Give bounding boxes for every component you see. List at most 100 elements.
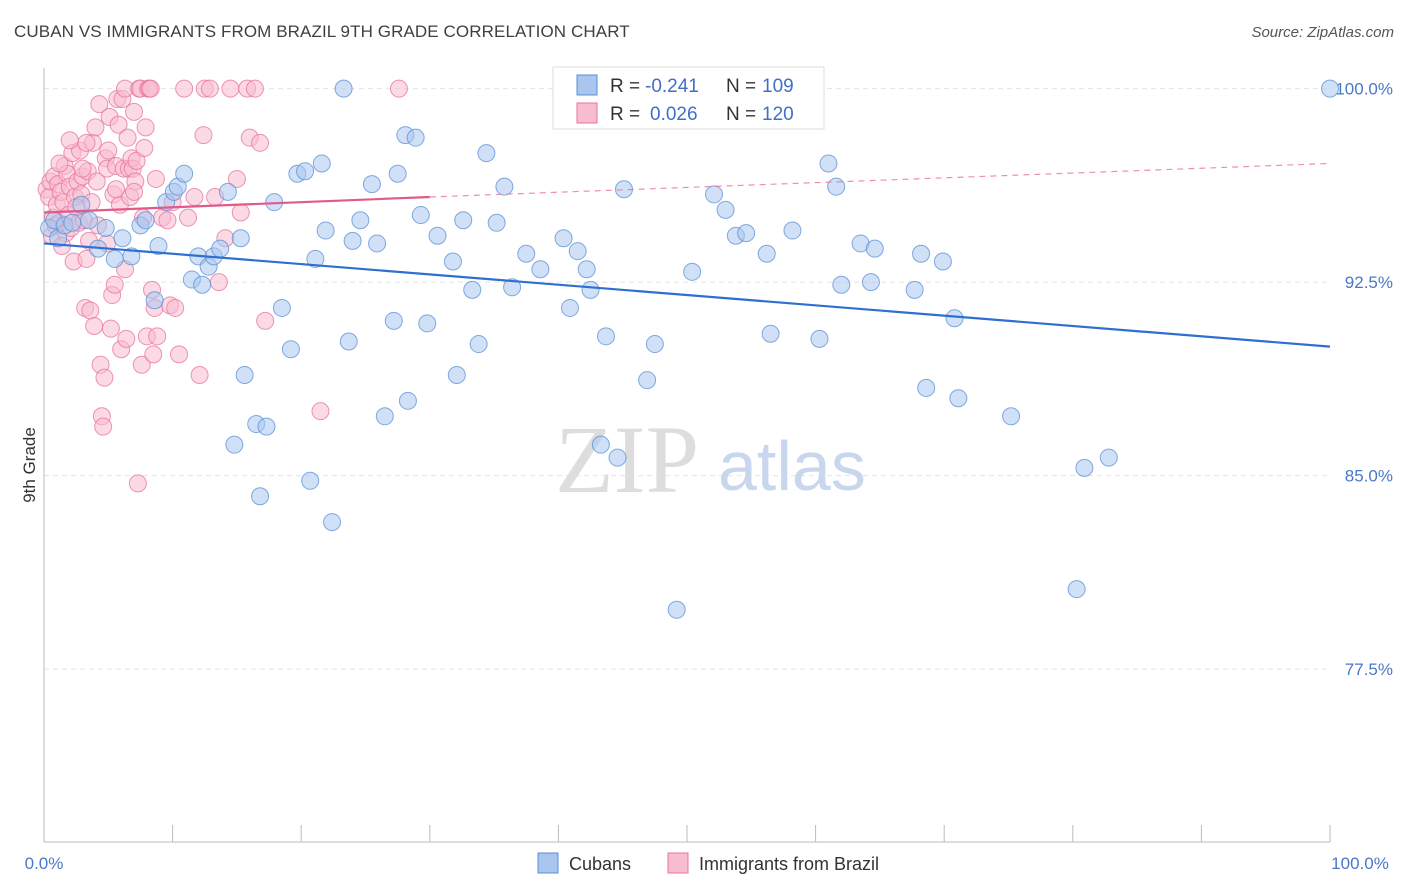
- brazil-point: [128, 474, 147, 493]
- brazil-point: [109, 115, 128, 134]
- brazil-point: [132, 355, 151, 374]
- cuban-point: [705, 185, 724, 204]
- trend-line-cubans: [43, 242, 1331, 348]
- brazil-point: [90, 95, 109, 114]
- cuban-point: [577, 260, 596, 279]
- cuban-point: [145, 291, 164, 310]
- trend-line-brazil: [43, 195, 430, 214]
- cuban-point: [757, 244, 776, 263]
- brazil-point: [77, 133, 96, 152]
- cuban-point: [596, 327, 615, 346]
- bottom-legend-swatch-brazil: [667, 852, 689, 874]
- cuban-point: [827, 177, 846, 196]
- cuban-point: [312, 154, 331, 173]
- cuban-point: [323, 513, 342, 532]
- y-axis-tick-labels: 77.5% 85.0% 92.5% 100.0%: [1335, 80, 1393, 680]
- series-cubans: [40, 79, 1339, 619]
- legend-r-label-1: R =: [610, 76, 640, 97]
- cuban-point: [388, 164, 407, 183]
- cuban-point: [737, 224, 756, 243]
- cuban-point: [447, 366, 466, 385]
- cuban-point: [945, 309, 964, 328]
- y-tick-label: 85.0%: [1345, 467, 1393, 486]
- brazil-point: [158, 211, 177, 230]
- cuban-point: [683, 262, 702, 281]
- cuban-point: [477, 144, 496, 163]
- cuban-point: [645, 335, 664, 354]
- cuban-point: [861, 273, 880, 292]
- brazil-point: [87, 172, 106, 191]
- cuban-point: [531, 260, 550, 279]
- legend-n-label-2: N =: [726, 104, 756, 125]
- brazil-point: [245, 79, 264, 98]
- legend-swatch-cubans: [576, 74, 598, 96]
- brazil-point: [107, 180, 126, 199]
- cuban-point: [306, 249, 325, 268]
- brazil-point: [148, 327, 167, 346]
- brazil-point: [227, 169, 246, 188]
- cuban-point: [272, 298, 291, 317]
- cuban-point: [149, 237, 168, 256]
- y-tick-label: 92.5%: [1345, 273, 1393, 292]
- legend-r-value-1: -0.241: [645, 76, 699, 97]
- cuban-point: [912, 244, 931, 263]
- cuban-point: [193, 275, 212, 294]
- cuban-point: [316, 221, 335, 240]
- cuban-point: [334, 79, 353, 98]
- watermark-atlas: atlas: [718, 427, 866, 505]
- cuban-point: [568, 242, 587, 261]
- brazil-point: [194, 126, 213, 145]
- cuban-point: [362, 175, 381, 194]
- cuban-point: [917, 378, 936, 397]
- x-tick-label-min: 0.0%: [25, 854, 64, 873]
- bottom-legend-label-brazil: Immigrants from Brazil: [699, 854, 879, 874]
- cuban-point: [761, 324, 780, 343]
- cuban-point: [905, 280, 924, 299]
- cuban-point: [608, 448, 627, 467]
- brazil-point: [86, 118, 105, 137]
- cuban-point: [211, 239, 230, 258]
- bottom-legend-swatch-cubans: [537, 852, 559, 874]
- cuban-point: [72, 195, 91, 214]
- brazil-point: [175, 79, 194, 98]
- cuban-point: [463, 280, 482, 299]
- brazil-point: [185, 188, 204, 206]
- cuban-point: [832, 275, 851, 294]
- cuban-point: [443, 252, 462, 271]
- cuban-point: [411, 206, 430, 225]
- cuban-point: [638, 371, 657, 390]
- trend-line-brazil-extension: [429, 162, 1331, 198]
- y-axis-title: 9th Grade: [20, 427, 39, 503]
- brazil-point: [221, 79, 240, 98]
- legend-r-value-2: 0.026: [650, 104, 698, 125]
- legend-n-value-2: 120: [762, 104, 794, 125]
- cuban-point: [418, 314, 437, 333]
- cuban-point: [783, 221, 802, 240]
- cuban-point: [469, 335, 488, 354]
- cuban-point: [136, 211, 155, 230]
- cuban-point: [301, 471, 320, 490]
- brazil-point: [99, 141, 118, 160]
- legend-r-label-2: R =: [610, 104, 640, 125]
- cuban-point: [375, 407, 394, 426]
- cuban-point: [667, 600, 686, 619]
- trend-lines: [43, 162, 1331, 348]
- cuban-point: [351, 211, 370, 230]
- cuban-point: [487, 213, 506, 232]
- cuban-point: [398, 391, 417, 410]
- brazil-point: [50, 154, 69, 173]
- x-axis-ticks: [43, 825, 1331, 842]
- cuban-point: [281, 340, 300, 359]
- legend-n-label-1: N =: [726, 76, 756, 97]
- bottom-legend-label-cubans: Cubans: [569, 854, 631, 874]
- brazil-point: [389, 79, 408, 98]
- brazil-point: [209, 273, 228, 292]
- legend-n-value-1: 109: [762, 76, 794, 97]
- brazil-point: [200, 79, 219, 98]
- brazil-point: [94, 417, 113, 436]
- cuban-point: [581, 280, 600, 299]
- brazil-point: [81, 301, 100, 320]
- brazil-point: [136, 118, 155, 137]
- cuban-point: [368, 234, 387, 253]
- brazil-point: [85, 317, 104, 335]
